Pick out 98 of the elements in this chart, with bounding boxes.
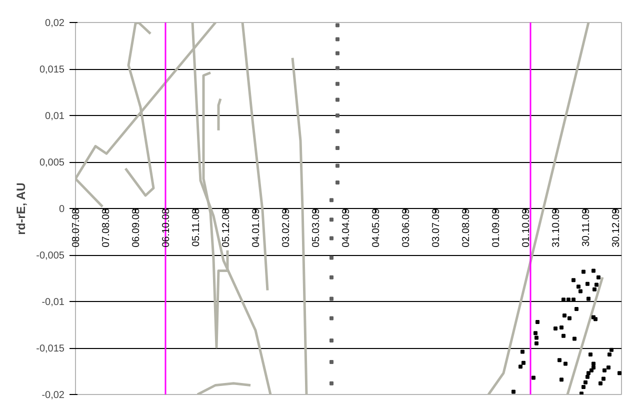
point xyxy=(592,362,596,366)
point xyxy=(330,296,334,301)
point xyxy=(562,313,566,318)
point xyxy=(584,380,588,384)
point xyxy=(560,326,564,330)
point xyxy=(572,336,576,341)
y-tick-label: -0,015 xyxy=(36,344,65,354)
point xyxy=(596,275,600,280)
point xyxy=(534,341,538,346)
x-tick-label: 02.08.09 xyxy=(461,208,472,248)
x-tick-label: 07.08.08 xyxy=(101,208,112,248)
point xyxy=(336,164,340,168)
line-series xyxy=(241,22,269,292)
point xyxy=(330,256,334,260)
point xyxy=(560,378,564,382)
x-tick-label: 04.05.09 xyxy=(371,208,382,248)
x-tick-label: 03.02.09 xyxy=(281,208,292,248)
point xyxy=(522,360,526,365)
point xyxy=(562,334,566,338)
point xyxy=(336,146,340,150)
point xyxy=(576,284,580,289)
point xyxy=(608,352,612,357)
y-tick-label: 0,015 xyxy=(39,64,65,76)
x-tick-label: 31.10.09 xyxy=(551,208,562,248)
x-tick-label: 05.03.09 xyxy=(311,208,322,248)
x-tick-label: 30.11.09 xyxy=(581,208,592,247)
point xyxy=(330,218,334,222)
point xyxy=(534,336,538,340)
y-tick-label: 0,01 xyxy=(45,111,65,122)
point xyxy=(330,236,334,240)
x-tick-label: 04.01.09 xyxy=(251,208,262,248)
line-series xyxy=(291,56,308,394)
point xyxy=(336,51,340,56)
point xyxy=(330,360,334,364)
point xyxy=(592,366,596,370)
x-tick-label: 30.12.09 xyxy=(611,208,622,248)
y-tick-label: -0,01 xyxy=(42,297,65,308)
point xyxy=(586,371,590,376)
point xyxy=(602,368,606,372)
point xyxy=(336,23,340,28)
point xyxy=(336,66,340,70)
point xyxy=(512,390,516,394)
point xyxy=(582,385,586,390)
point xyxy=(330,316,334,320)
point xyxy=(532,376,536,380)
point xyxy=(558,358,562,362)
point xyxy=(518,364,522,369)
point xyxy=(586,374,590,379)
point xyxy=(602,376,606,381)
point xyxy=(534,331,538,336)
x-tick-label: 05.11.08 xyxy=(191,208,202,247)
point xyxy=(336,180,340,184)
point xyxy=(574,306,578,311)
point xyxy=(578,289,582,294)
point xyxy=(568,316,572,320)
point xyxy=(592,287,596,292)
line-series xyxy=(202,71,229,348)
x-tick-label: 04.04.09 xyxy=(341,208,352,248)
y-tick-label: -0,005 xyxy=(36,250,65,262)
point xyxy=(330,275,334,280)
y-tick-label: -0,02 xyxy=(42,390,65,401)
point xyxy=(554,326,558,330)
point xyxy=(336,82,340,86)
point xyxy=(336,37,340,42)
point xyxy=(588,352,592,357)
y-tick-label: 0,005 xyxy=(39,158,65,168)
point xyxy=(598,381,602,386)
x-tick-label: 01.10.09 xyxy=(521,208,532,248)
point xyxy=(592,268,596,273)
point xyxy=(336,114,340,118)
x-tick-label: 03.06.09 xyxy=(401,208,412,248)
x-tick-label: 03.07.09 xyxy=(431,208,442,248)
point xyxy=(572,278,576,282)
point xyxy=(594,282,598,287)
x-tick-label: 01.09.09 xyxy=(491,208,502,248)
point xyxy=(586,296,590,301)
x-tick-label: 08.07.08 xyxy=(71,208,82,248)
point xyxy=(336,98,340,102)
point xyxy=(618,371,622,376)
point xyxy=(606,366,610,370)
y-tick-label: 0,02 xyxy=(45,18,65,29)
point xyxy=(330,198,334,202)
point xyxy=(536,320,540,324)
point xyxy=(580,392,584,394)
point xyxy=(586,282,590,286)
point xyxy=(590,368,594,372)
point xyxy=(336,129,340,134)
point xyxy=(582,270,586,274)
x-tick-label: 06.09.08 xyxy=(131,208,142,248)
y-axis-title: rd-rE, AU xyxy=(14,182,28,235)
x-tick-label: 06.10.08 xyxy=(161,208,172,248)
x-tick-label: 05.12.08 xyxy=(221,208,232,248)
point xyxy=(610,348,614,352)
point xyxy=(520,350,524,354)
point xyxy=(330,381,334,386)
point xyxy=(330,338,334,343)
point xyxy=(564,362,568,366)
y-tick-label: 0 xyxy=(58,204,65,215)
